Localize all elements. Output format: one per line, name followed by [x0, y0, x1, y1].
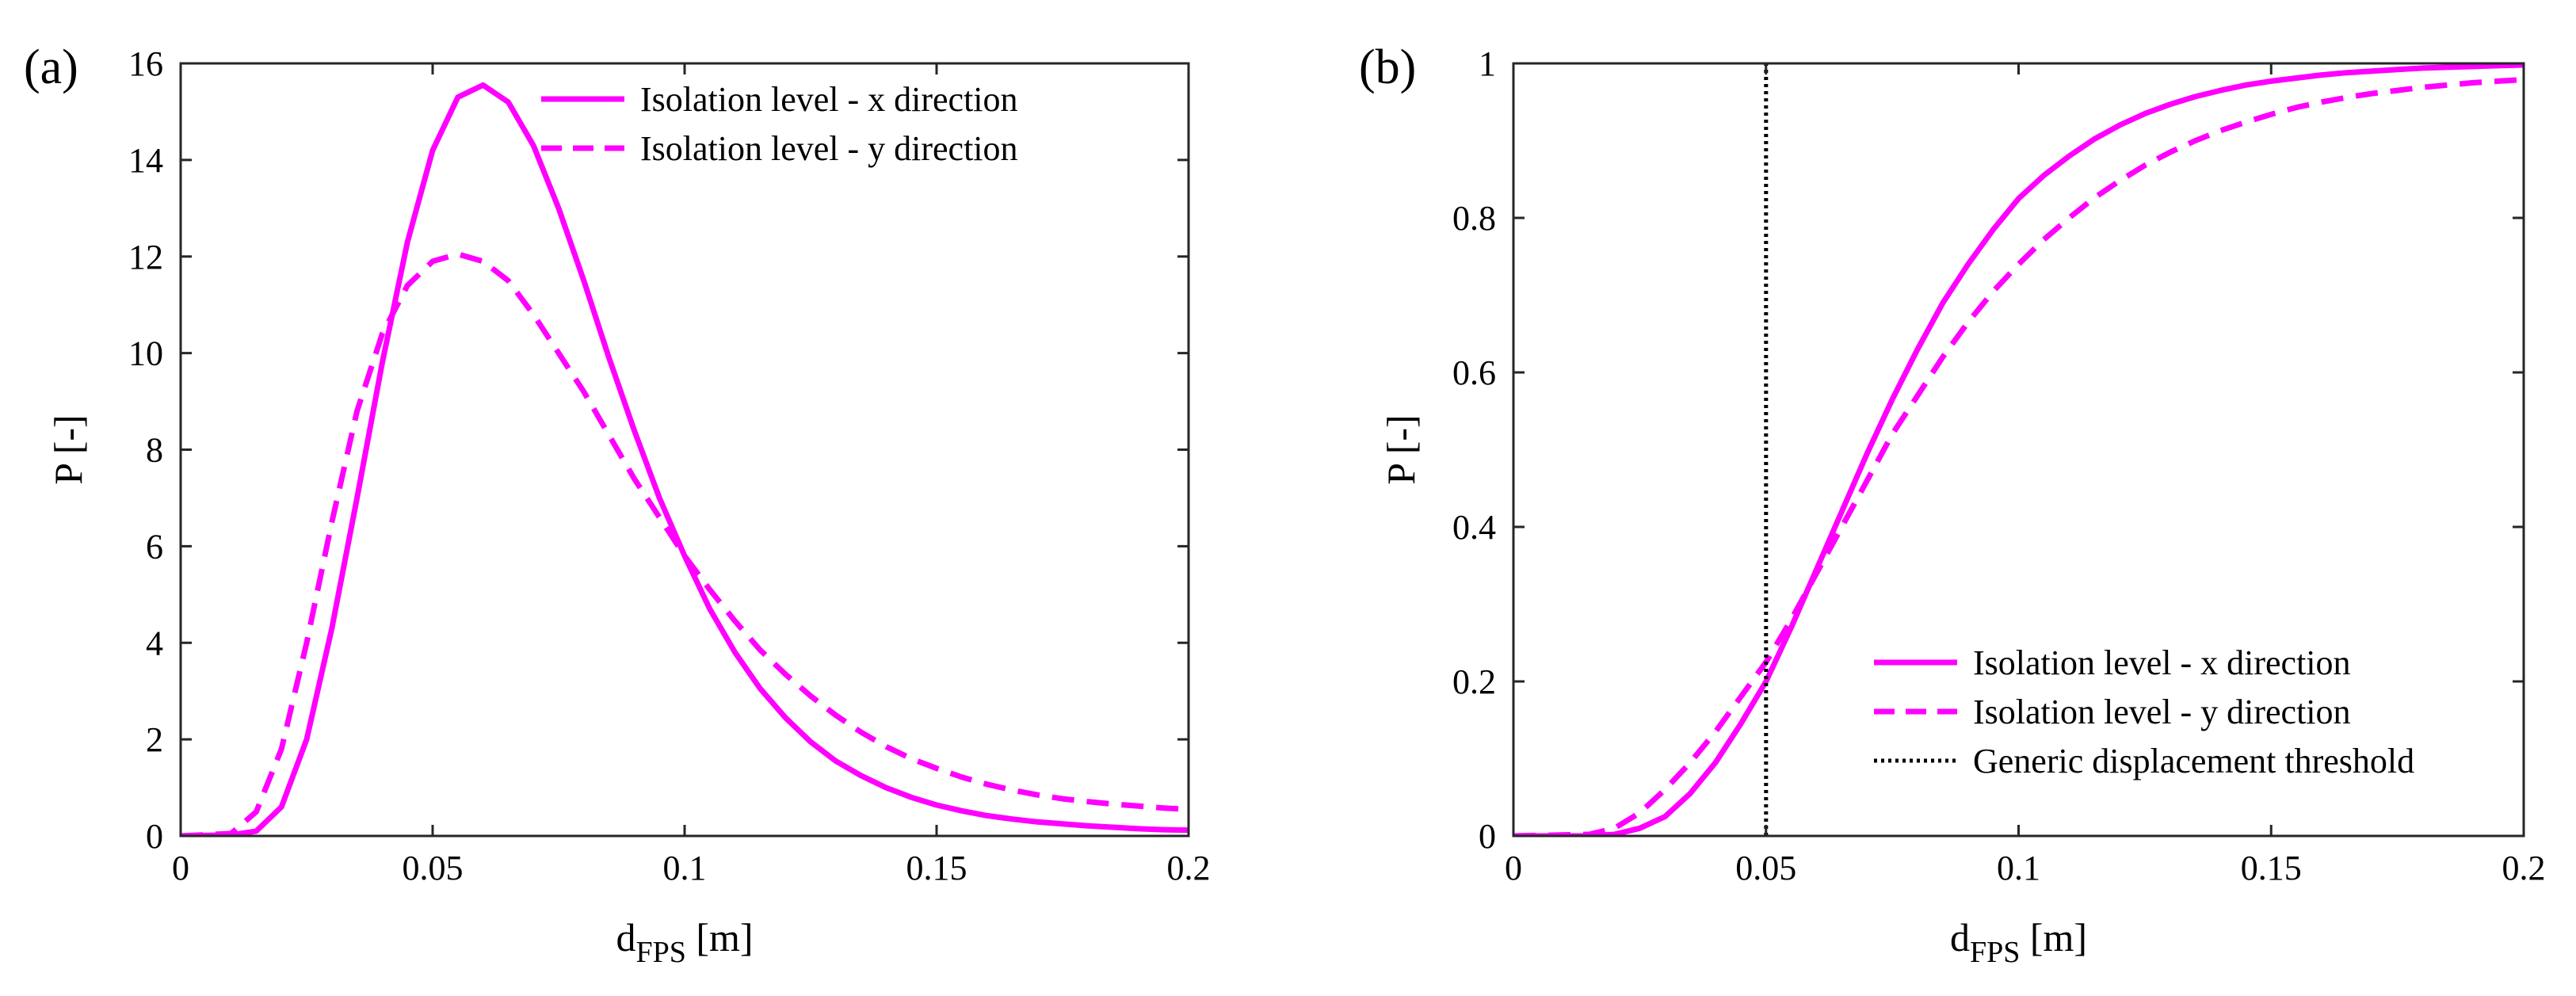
chart-a-legend: Isolation level - x direction Isolation l…	[541, 80, 1018, 168]
chart-b-x-tick-label: 0	[1505, 849, 1522, 887]
chart-b-x-axis-label-main: d	[1950, 915, 1970, 960]
chart-a-y-tick-label: 16	[128, 44, 163, 83]
panel-label-b: (b)	[1359, 40, 1416, 94]
chart-a-y-tick-label: 6	[146, 527, 163, 566]
chart-a-series-0-line	[181, 82, 1189, 836]
chart-a-x-tick-label: 0.1	[663, 849, 707, 887]
chart-a-legend-label-1: Isolation level - y direction	[640, 129, 1018, 168]
chart-b-y-tick-label: 0.8	[1452, 199, 1496, 238]
chart-b-x-axis-label-unit: [m]	[2030, 915, 2087, 960]
chart-b-axes-frame	[1512, 62, 2525, 838]
chart-b-x-tick-label: 0.2	[2502, 849, 2546, 887]
chart-a-marks	[181, 82, 1189, 836]
chart-a-series-1-line	[181, 251, 1189, 836]
chart-b-y-axis-label: P [-]	[1379, 414, 1423, 484]
panel-label-a: (a)	[24, 40, 78, 94]
chart-a-y-tick-label: 10	[128, 334, 163, 373]
chart-a-x-tick-label: 0.2	[1167, 849, 1211, 887]
chart-b-legend: Isolation level - x direction Isolation l…	[1874, 643, 2414, 780]
chart-b-series-0-line	[1513, 63, 2524, 836]
chart-a-x-tick-label: 0	[172, 849, 189, 887]
chart-a-y-tick-label: 8	[146, 431, 163, 470]
chart-panel-a: (a) 0 0.05 0.1 0.15 0.2 0 2 4 6 8 10 12 14 16 dFPS [m…	[24, 40, 1211, 969]
chart-a-y-tick-label: 14	[128, 141, 163, 180]
chart-b-legend-label-0: Isolation level - x direction	[1973, 643, 2351, 682]
chart-b-y-tick-label: 0.4	[1452, 508, 1496, 547]
chart-b-x-axis-label: dFPS [m]	[1950, 915, 2087, 969]
chart-b-x-tick-label: 0.15	[2241, 849, 2302, 887]
chart-a-x-tick-label: 0.15	[906, 849, 967, 887]
chart-b-legend-label-2: Generic displacement threshold	[1973, 742, 2414, 780]
chart-a-legend-label-0: Isolation level - x direction	[640, 80, 1018, 119]
chart-b-legend-label-1: Isolation level - y direction	[1973, 693, 2351, 731]
chart-a-x-axis-label-main: d	[616, 915, 635, 960]
chart-b-y-tick-label: 1	[1479, 44, 1496, 83]
chart-b-series-1-line	[1513, 77, 2524, 836]
chart-a-y-tick-label: 4	[146, 624, 163, 662]
chart-a-axes-frame	[179, 62, 1190, 838]
chart-panel-b: (b) 0 0.05 0.1 0.15 0.2 0 0.2 0.4 0.6 0.8 1 dFPS […	[1359, 40, 2546, 969]
chart-b-y-tick-label: 0	[1479, 817, 1496, 856]
chart-b-x-tick-label: 0.1	[1997, 849, 2040, 887]
chart-a-y-tick-label: 2	[146, 720, 163, 759]
chart-a-y-tick-label: 0	[146, 817, 163, 856]
chart-a-x-axis-label: dFPS [m]	[616, 915, 753, 969]
chart-a-x-tick-label: 0.05	[403, 849, 464, 887]
chart-b-x-axis-label-space	[2020, 915, 2030, 960]
chart-a-y-tick-label: 12	[128, 238, 163, 277]
chart-b-y-tick-label: 0.2	[1452, 662, 1496, 701]
chart-a-x-axis-label-unit: [m]	[696, 915, 753, 960]
chart-b-x-axis-label-sub: FPS	[1970, 936, 2020, 969]
chart-b-y-tick-label: 0.6	[1452, 353, 1496, 392]
chart-a-ticks: 0 0.05 0.1 0.15 0.2 0 2 4 6 8 10 12 14 16	[128, 44, 1211, 887]
chart-a-x-axis-label-space	[686, 915, 696, 960]
chart-a-y-axis-label: P [-]	[46, 414, 90, 484]
chart-b-x-tick-label: 0.05	[1735, 849, 1796, 887]
chart-b-marks	[1513, 63, 2524, 836]
chart-a-x-axis-label-sub: FPS	[635, 936, 685, 969]
